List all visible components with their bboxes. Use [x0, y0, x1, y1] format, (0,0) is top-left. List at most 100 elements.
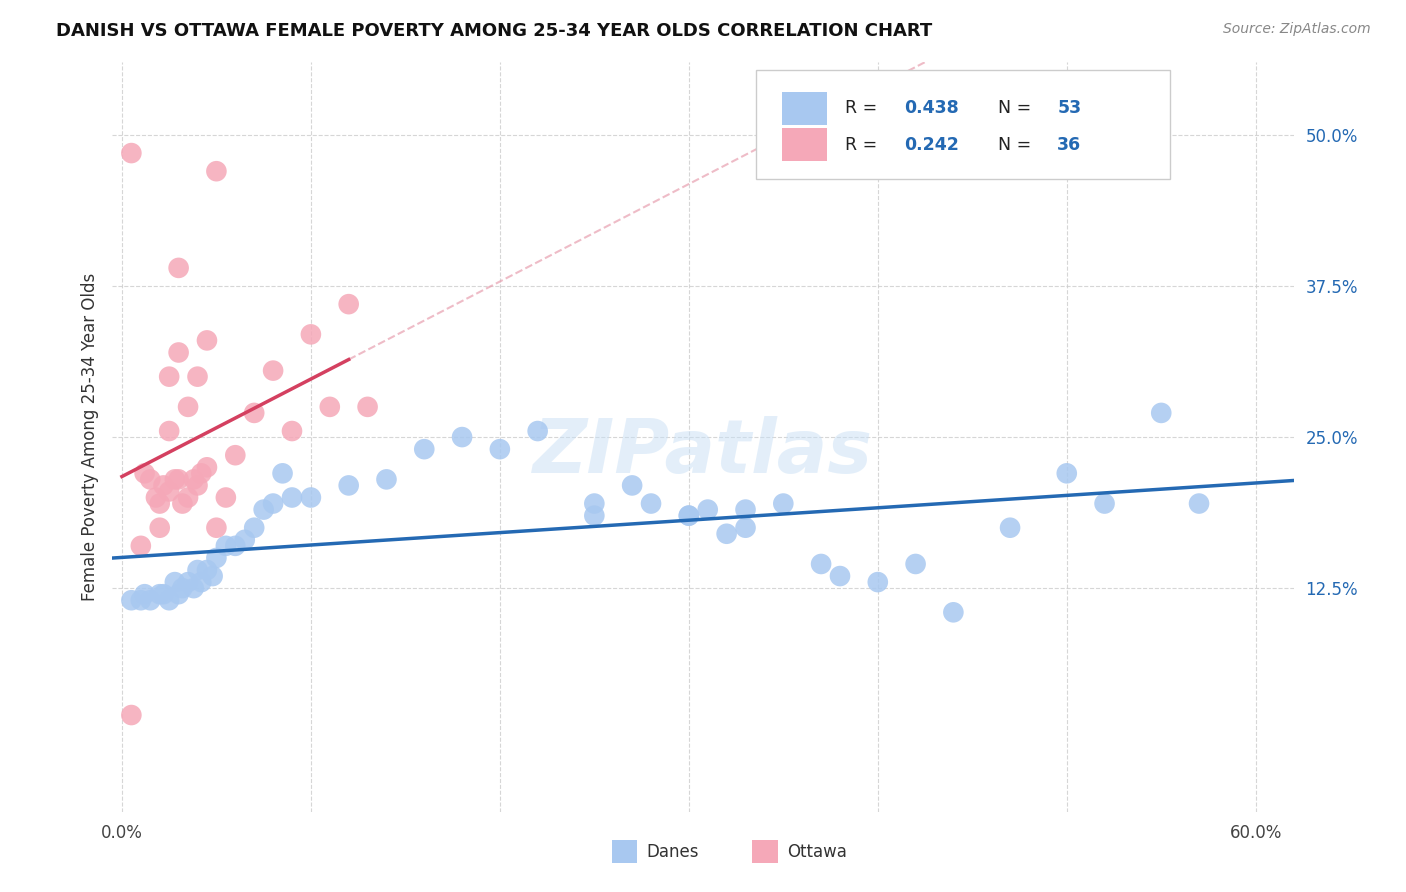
Point — [129, 593, 152, 607]
Point — [281, 424, 304, 438]
Point — [163, 575, 186, 590]
Point — [319, 400, 342, 414]
Point — [134, 587, 156, 601]
FancyBboxPatch shape — [756, 70, 1170, 178]
Point — [183, 472, 205, 486]
Point — [163, 472, 186, 486]
Point — [253, 502, 276, 516]
Point — [215, 539, 238, 553]
Text: N =: N = — [998, 136, 1038, 153]
Point — [1056, 467, 1078, 481]
Text: 0.438: 0.438 — [904, 99, 959, 118]
Point — [149, 521, 172, 535]
Point — [167, 260, 190, 275]
Point — [678, 508, 700, 523]
Point — [120, 146, 142, 161]
Point — [186, 563, 208, 577]
Point — [233, 533, 256, 547]
Text: 36: 36 — [1057, 136, 1081, 153]
Text: Ottawa: Ottawa — [787, 843, 848, 861]
Point — [186, 369, 208, 384]
Point — [810, 557, 832, 571]
Point — [205, 550, 228, 565]
Point — [120, 593, 142, 607]
Point — [157, 484, 180, 499]
Point — [337, 297, 360, 311]
Point — [177, 575, 200, 590]
Point — [866, 575, 889, 590]
Point — [224, 448, 246, 462]
Point — [195, 563, 218, 577]
Point — [262, 497, 284, 511]
Point — [145, 491, 167, 505]
Point — [299, 327, 322, 342]
Point — [526, 424, 548, 438]
Point — [129, 539, 152, 553]
Point — [356, 400, 378, 414]
Point — [149, 497, 172, 511]
FancyBboxPatch shape — [752, 840, 778, 863]
Point — [215, 491, 238, 505]
Text: R =: R = — [845, 99, 883, 118]
Point — [262, 363, 284, 377]
Point — [167, 345, 190, 359]
Point — [224, 539, 246, 553]
Point — [120, 708, 142, 723]
Point — [640, 497, 662, 511]
Point — [139, 593, 162, 607]
Point — [281, 491, 304, 505]
Point — [413, 442, 436, 457]
Text: ZIPatlas: ZIPatlas — [533, 416, 873, 489]
Point — [942, 605, 965, 619]
Point — [772, 497, 794, 511]
Text: DANISH VS OTTAWA FEMALE POVERTY AMONG 25-34 YEAR OLDS CORRELATION CHART: DANISH VS OTTAWA FEMALE POVERTY AMONG 25… — [56, 22, 932, 40]
Point — [828, 569, 851, 583]
Point — [583, 508, 606, 523]
Point — [904, 557, 927, 571]
Point — [152, 587, 174, 601]
Text: R =: R = — [845, 136, 883, 153]
FancyBboxPatch shape — [612, 840, 637, 863]
Point — [583, 497, 606, 511]
Point — [271, 467, 294, 481]
Point — [375, 472, 398, 486]
Point — [157, 369, 180, 384]
Text: 0.242: 0.242 — [904, 136, 959, 153]
Point — [201, 569, 224, 583]
Text: 53: 53 — [1057, 99, 1081, 118]
Text: N =: N = — [998, 99, 1038, 118]
Point — [167, 587, 190, 601]
Point — [157, 424, 180, 438]
Point — [195, 334, 218, 348]
Point — [139, 472, 162, 486]
Point — [243, 521, 266, 535]
Y-axis label: Female Poverty Among 25-34 Year Olds: Female Poverty Among 25-34 Year Olds — [80, 273, 98, 601]
Point — [678, 508, 700, 523]
Point — [998, 521, 1021, 535]
Point — [183, 581, 205, 595]
Text: Danes: Danes — [647, 843, 699, 861]
Point — [734, 502, 756, 516]
FancyBboxPatch shape — [782, 128, 827, 161]
Point — [734, 521, 756, 535]
Point — [716, 526, 738, 541]
Point — [337, 478, 360, 492]
Point — [1188, 497, 1211, 511]
Point — [489, 442, 512, 457]
Point — [190, 467, 212, 481]
Point — [451, 430, 474, 444]
Point — [195, 460, 218, 475]
Point — [152, 478, 174, 492]
Text: Source: ZipAtlas.com: Source: ZipAtlas.com — [1223, 22, 1371, 37]
Point — [167, 472, 190, 486]
Point — [243, 406, 266, 420]
Point — [205, 164, 228, 178]
Point — [149, 587, 172, 601]
Point — [172, 581, 194, 595]
Point — [1094, 497, 1116, 511]
Point — [134, 467, 156, 481]
Point — [621, 478, 644, 492]
FancyBboxPatch shape — [782, 92, 827, 125]
Point — [157, 593, 180, 607]
Point — [696, 502, 718, 516]
